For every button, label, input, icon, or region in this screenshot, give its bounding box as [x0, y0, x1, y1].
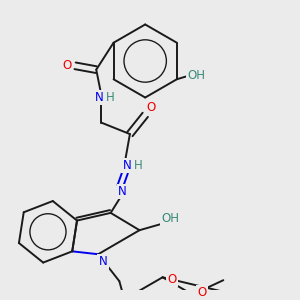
- Text: N: N: [95, 91, 103, 104]
- Text: N: N: [123, 159, 131, 172]
- Text: O: O: [146, 100, 156, 114]
- Text: O: O: [197, 286, 207, 299]
- Text: H: H: [106, 91, 115, 104]
- Text: N: N: [118, 185, 127, 198]
- Text: O: O: [168, 273, 177, 286]
- Text: H: H: [134, 159, 143, 172]
- Text: N: N: [99, 255, 107, 268]
- Text: O: O: [63, 59, 72, 72]
- Text: OH: OH: [187, 69, 205, 82]
- Text: OH: OH: [161, 212, 179, 225]
